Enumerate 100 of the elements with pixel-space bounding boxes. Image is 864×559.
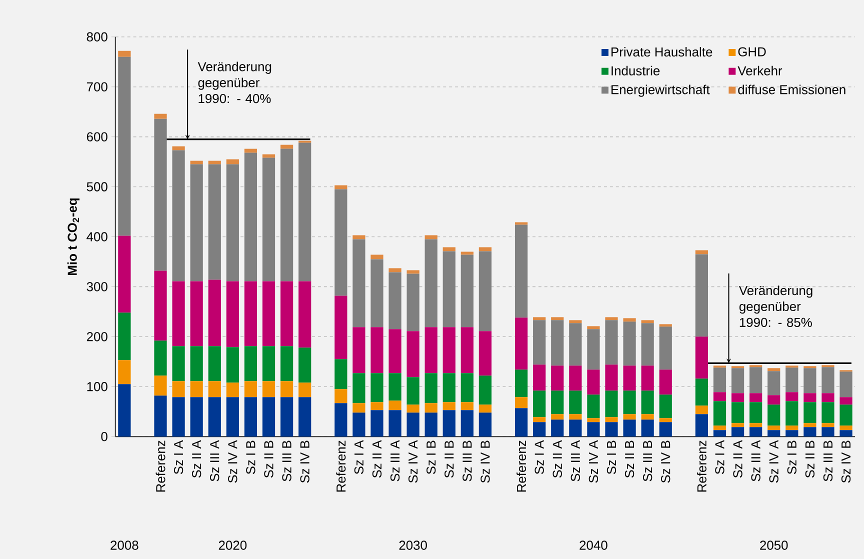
- bar: [424, 412, 438, 437]
- bar: [208, 280, 221, 346]
- x-tick-label: Sz II B: [624, 440, 634, 478]
- bar: [478, 404, 492, 413]
- bar: [208, 381, 221, 398]
- bar: [154, 396, 167, 437]
- bar: [569, 414, 582, 420]
- bar: [460, 252, 474, 255]
- bar: [370, 410, 384, 437]
- bar: [768, 404, 780, 426]
- text: 2020: [218, 540, 247, 550]
- bar: [406, 331, 420, 378]
- bar: [460, 402, 474, 410]
- bar: [280, 144, 294, 149]
- bar: [280, 281, 294, 346]
- bar: [244, 152, 258, 282]
- bar: [154, 340, 167, 376]
- x-tick-label: Sz III B: [462, 440, 472, 482]
- bar: [280, 381, 294, 398]
- bar: [190, 381, 203, 398]
- bar: [298, 348, 312, 383]
- bar: [334, 296, 348, 360]
- bar: [154, 376, 167, 396]
- bar: [388, 268, 402, 272]
- x-tick-label: Sz IV B: [661, 440, 670, 483]
- bar: [786, 368, 798, 392]
- bar: [822, 423, 834, 428]
- bar: [749, 402, 762, 424]
- bar: [190, 397, 203, 437]
- bar: [641, 323, 654, 366]
- bar: [352, 235, 366, 240]
- bar: [641, 414, 654, 420]
- bar: [388, 373, 402, 401]
- x-tick-label: Sz III B: [282, 440, 292, 482]
- bar: [533, 417, 546, 422]
- bar: [226, 164, 239, 282]
- x-tick-label: Sz III A: [751, 440, 760, 482]
- text: 2040: [580, 540, 608, 550]
- bar: [298, 382, 312, 398]
- x-tick-label: Sz I A: [534, 440, 544, 474]
- bar: [118, 360, 131, 384]
- bar: [208, 164, 221, 280]
- bar: [406, 377, 420, 405]
- bar: [768, 371, 780, 396]
- x-tick-label: Referenz: [696, 440, 706, 492]
- bar: [478, 331, 492, 376]
- legend-label: GHD: [738, 47, 766, 56]
- bar: [623, 420, 636, 437]
- bar: [695, 250, 708, 254]
- bar: [840, 426, 852, 430]
- bar: [370, 254, 384, 260]
- bar: [226, 159, 239, 164]
- x-tick-label: Sz III A: [390, 440, 400, 482]
- bar: [804, 427, 816, 437]
- bar: [298, 397, 312, 437]
- bar: [154, 118, 167, 271]
- bar: [587, 394, 600, 418]
- bar: [713, 392, 726, 402]
- bar: [208, 397, 221, 437]
- bar: [118, 236, 131, 313]
- bar: [768, 395, 780, 405]
- bar: [713, 426, 726, 430]
- bar: [442, 247, 456, 252]
- bar: [840, 404, 852, 426]
- bar: [208, 160, 221, 164]
- x-tick-label: Sz II B: [805, 440, 815, 478]
- bar: [695, 254, 708, 337]
- bar: [659, 394, 672, 418]
- bar: [280, 148, 294, 282]
- x-tick-label: Sz II B: [264, 440, 274, 478]
- x-tick-label: Sz IV B: [480, 440, 490, 483]
- bar: [118, 56, 131, 236]
- bar: [605, 364, 618, 391]
- bar: [840, 430, 852, 437]
- bar: [569, 323, 582, 366]
- x-tick-label: Sz II A: [552, 440, 562, 478]
- y-tick-label: 0: [101, 432, 108, 442]
- bar: [822, 367, 834, 394]
- bar: [804, 368, 816, 394]
- bar: [406, 274, 420, 332]
- bar: [280, 346, 294, 382]
- bar: [352, 239, 366, 328]
- text: 2008: [110, 540, 138, 550]
- x-tick-label: Sz I B: [787, 440, 796, 474]
- bar: [804, 402, 816, 424]
- bar: [388, 400, 402, 410]
- bar: [659, 418, 672, 422]
- bar: [298, 281, 312, 348]
- bar: [623, 318, 636, 322]
- bar: [514, 222, 528, 225]
- legend-label: Industrie: [612, 66, 660, 76]
- bar: [262, 346, 276, 382]
- bar: [478, 251, 492, 332]
- bar: [731, 368, 744, 394]
- bar: [822, 393, 834, 402]
- bar: [262, 158, 276, 282]
- bar: [749, 427, 762, 437]
- x-tick-label: Sz IV A: [769, 440, 778, 483]
- legend-label: Energiewirtschaft: [612, 84, 710, 97]
- x-tick-label: Sz I B: [246, 440, 256, 474]
